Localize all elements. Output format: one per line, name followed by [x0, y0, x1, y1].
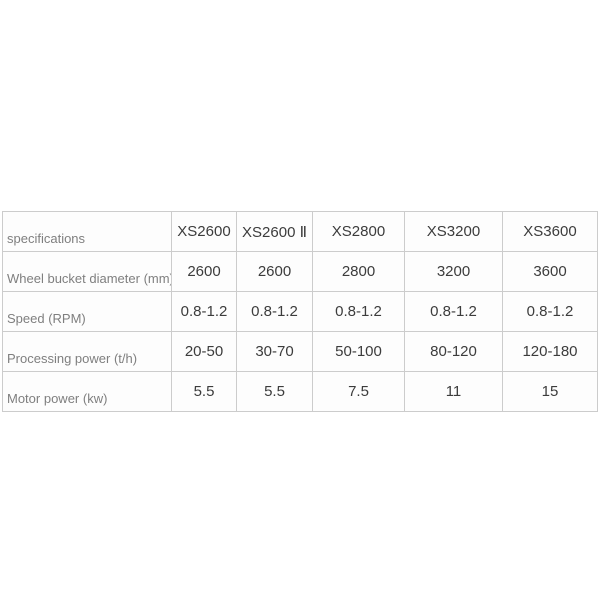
- header-label-cell: specifications: [2, 211, 172, 252]
- value-cell: 7.5: [312, 371, 405, 412]
- value-cell: 0.8-1.2: [502, 291, 598, 332]
- table-row: Motor power (kw) 5.5 5.5 7.5 11 15: [2, 371, 598, 412]
- value-cell: 0.8-1.2: [312, 291, 405, 332]
- value-cell: 5.5: [236, 371, 313, 412]
- value-cell: 20-50: [171, 331, 237, 372]
- value-cell: 11: [404, 371, 503, 412]
- row-label-cell: Motor power (kw): [2, 371, 172, 412]
- value-cell: 0.8-1.2: [236, 291, 313, 332]
- value-cell: 120-180: [502, 331, 598, 372]
- value-cell: 2600: [171, 251, 237, 292]
- value-cell: 0.8-1.2: [404, 291, 503, 332]
- value-cell: 3200: [404, 251, 503, 292]
- value-cell: 30-70: [236, 331, 313, 372]
- table-row: Speed (RPM) 0.8-1.2 0.8-1.2 0.8-1.2 0.8-…: [2, 291, 598, 332]
- value-cell: 2800: [312, 251, 405, 292]
- row-label-cell: Speed (RPM): [2, 291, 172, 332]
- table-header-row: specifications XS2600 XS2600 Ⅱ XS2800 XS…: [2, 211, 598, 252]
- value-cell: 15: [502, 371, 598, 412]
- value-cell: 2600: [236, 251, 313, 292]
- value-cell: 3600: [502, 251, 598, 292]
- header-model-cell: XS3600: [502, 211, 598, 252]
- row-label-cell: Wheel bucket diameter (mm): [2, 251, 172, 292]
- header-model-cell: XS2600 Ⅱ: [236, 211, 313, 252]
- header-model-cell: XS2600: [171, 211, 237, 252]
- value-cell: 0.8-1.2: [171, 291, 237, 332]
- value-cell: 50-100: [312, 331, 405, 372]
- table-row: Wheel bucket diameter (mm) 2600 2600 280…: [2, 251, 598, 292]
- header-model-cell: XS3200: [404, 211, 503, 252]
- header-model-cell: XS2800: [312, 211, 405, 252]
- specifications-table: specifications XS2600 XS2600 Ⅱ XS2800 XS…: [2, 211, 598, 412]
- value-cell: 5.5: [171, 371, 237, 412]
- table-row: Processing power (t/h) 20-50 30-70 50-10…: [2, 331, 598, 372]
- row-label-cell: Processing power (t/h): [2, 331, 172, 372]
- value-cell: 80-120: [404, 331, 503, 372]
